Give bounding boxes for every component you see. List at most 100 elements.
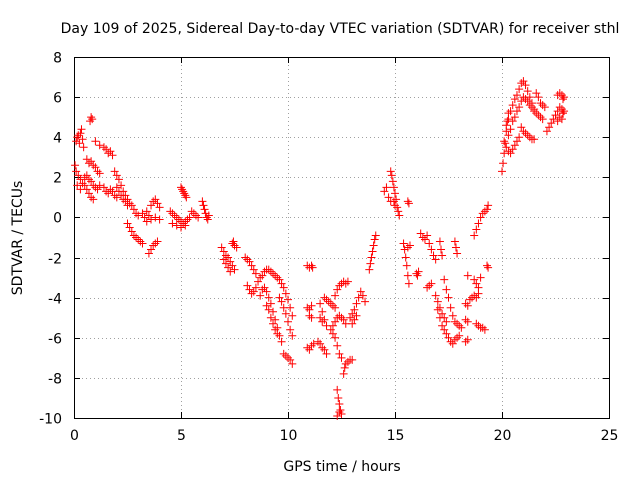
data-point xyxy=(472,225,481,234)
data-point xyxy=(414,267,423,276)
data-point xyxy=(76,185,85,194)
data-point xyxy=(335,311,344,320)
data-point xyxy=(281,289,290,298)
data-point xyxy=(343,277,352,286)
data-point xyxy=(275,275,284,284)
data-point xyxy=(140,213,149,222)
data-point xyxy=(463,301,472,310)
data-point xyxy=(95,141,104,150)
data-point xyxy=(515,103,524,112)
data-point xyxy=(87,157,96,166)
data-point xyxy=(484,201,493,210)
data-point xyxy=(555,103,564,112)
data-point xyxy=(178,185,187,194)
data-point xyxy=(84,189,93,198)
data-point xyxy=(361,297,370,306)
data-point xyxy=(269,269,278,278)
data-point xyxy=(352,299,361,308)
data-point xyxy=(281,309,290,318)
data-point xyxy=(123,219,132,228)
data-point xyxy=(284,353,292,362)
data-point xyxy=(366,259,375,268)
data-point xyxy=(536,99,545,108)
data-point xyxy=(191,211,200,220)
data-point xyxy=(483,261,492,270)
data-point xyxy=(199,201,208,210)
data-point xyxy=(95,169,104,178)
data-point xyxy=(183,215,192,224)
data-point xyxy=(264,265,273,274)
data-point xyxy=(254,277,263,286)
data-point xyxy=(435,303,444,312)
data-point xyxy=(180,189,189,198)
data-point xyxy=(249,287,258,296)
data-point xyxy=(78,179,87,188)
data-point xyxy=(386,167,395,176)
data-point xyxy=(249,265,258,274)
data-point xyxy=(450,237,459,246)
data-point xyxy=(134,211,143,220)
data-point xyxy=(400,245,409,254)
data-point xyxy=(463,317,472,326)
data-point xyxy=(453,333,462,342)
data-point xyxy=(429,251,438,260)
data-point xyxy=(442,329,451,338)
data-point xyxy=(313,337,322,346)
data-point xyxy=(262,287,271,296)
data-point xyxy=(288,359,297,368)
data-point xyxy=(322,295,331,304)
data-point xyxy=(438,251,447,260)
data-point xyxy=(521,129,530,138)
data-point xyxy=(305,345,314,354)
data-point xyxy=(348,319,357,328)
data-point xyxy=(203,215,212,224)
data-point xyxy=(545,123,554,132)
data-point xyxy=(182,193,191,202)
data-point xyxy=(425,281,434,290)
data-point xyxy=(331,303,340,312)
data-point xyxy=(112,171,121,180)
data-point xyxy=(204,211,213,220)
data-point xyxy=(510,95,519,104)
data-point xyxy=(369,241,378,250)
axis-ticks: 0 5 10 15 20 25 -10 -8 -6 -4 -2 0 2 4 6 8 xyxy=(39,51,618,445)
data-point xyxy=(348,355,357,364)
data-point xyxy=(463,335,472,344)
data-point xyxy=(114,175,123,184)
data-point xyxy=(273,273,282,282)
data-point xyxy=(337,409,346,418)
data-point xyxy=(275,293,284,302)
data-point xyxy=(455,331,464,340)
data-point xyxy=(476,213,485,222)
data-point xyxy=(446,303,455,312)
data-point xyxy=(316,339,325,348)
data-point xyxy=(281,351,290,360)
data-point xyxy=(367,253,376,262)
data-point xyxy=(136,237,145,246)
data-point xyxy=(442,317,451,326)
data-point xyxy=(389,183,398,192)
data-point xyxy=(343,357,352,366)
data-point xyxy=(523,97,532,106)
data-point xyxy=(413,271,422,280)
data-point xyxy=(217,243,226,252)
data-point xyxy=(442,285,451,294)
data-point xyxy=(144,249,153,258)
data-point xyxy=(517,79,526,88)
data-point xyxy=(247,289,256,298)
data-point xyxy=(264,293,273,302)
data-point xyxy=(117,181,126,190)
data-point xyxy=(174,215,183,224)
data-point xyxy=(80,181,89,190)
data-point xyxy=(241,253,250,262)
y-tick-label: -2 xyxy=(48,252,62,268)
y-tick-label: 4 xyxy=(53,131,62,147)
data-point xyxy=(557,105,566,114)
data-point xyxy=(89,161,98,170)
data-point xyxy=(391,189,399,198)
data-point xyxy=(370,235,379,244)
data-point xyxy=(75,139,84,148)
data-point xyxy=(245,285,254,294)
data-point xyxy=(483,205,492,214)
